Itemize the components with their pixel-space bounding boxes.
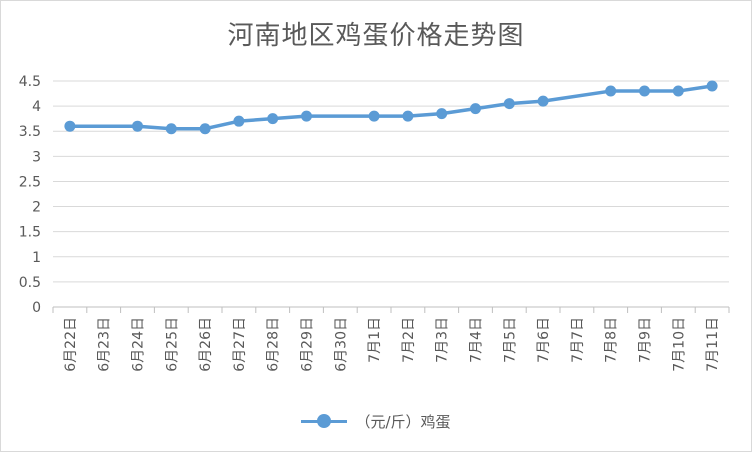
x-tick-label: 7月9日 bbox=[638, 317, 654, 363]
data-point bbox=[436, 108, 448, 120]
y-tick-label: 0 bbox=[32, 300, 41, 316]
y-tick-label: 1.5 bbox=[19, 225, 41, 241]
legend-label: （元/斤）鸡蛋 bbox=[355, 412, 451, 431]
x-tick-label: 6月30日 bbox=[333, 317, 349, 372]
data-point bbox=[470, 103, 481, 115]
y-tick-label: 3.5 bbox=[19, 124, 41, 140]
y-tick-label: 2.5 bbox=[19, 174, 41, 190]
data-point bbox=[267, 113, 279, 125]
y-tick-label: 3 bbox=[32, 149, 41, 165]
x-tick-label: 6月28日 bbox=[266, 317, 282, 372]
x-tick-label: 6月27日 bbox=[232, 317, 248, 372]
x-tick-label: 6月29日 bbox=[300, 317, 316, 372]
legend: （元/斤）鸡蛋 bbox=[1, 409, 751, 433]
data-point bbox=[199, 123, 211, 135]
x-tick-label: 7月1日 bbox=[367, 317, 383, 363]
data-point bbox=[301, 110, 312, 122]
x-tick-label: 7月10日 bbox=[671, 317, 687, 372]
x-tick-label: 6月24日 bbox=[131, 317, 147, 372]
legend-marker bbox=[317, 414, 332, 428]
x-tick-label: 6月25日 bbox=[164, 317, 180, 372]
data-point bbox=[605, 85, 617, 97]
y-tick-label: 4.5 bbox=[19, 74, 41, 90]
x-tick-label: 7月11日 bbox=[705, 317, 721, 372]
data-point bbox=[233, 115, 245, 127]
data-point bbox=[503, 98, 515, 110]
y-tick-label: 1 bbox=[32, 250, 41, 266]
x-tick-label: 6月26日 bbox=[198, 317, 214, 372]
data-point bbox=[706, 80, 718, 92]
x-tick-label: 6月22日 bbox=[63, 317, 79, 372]
x-tick-label: 7月4日 bbox=[469, 317, 485, 363]
data-point bbox=[64, 120, 76, 132]
x-tick-label: 7月3日 bbox=[435, 317, 451, 363]
data-point bbox=[537, 95, 549, 107]
data-point bbox=[132, 120, 143, 132]
legend-swatch bbox=[301, 414, 348, 428]
x-tick-label: 7月7日 bbox=[570, 317, 586, 363]
y-tick-label: 4 bbox=[32, 99, 41, 115]
data-point bbox=[165, 123, 177, 135]
x-tick-label: 6月23日 bbox=[97, 317, 113, 372]
data-point bbox=[672, 85, 684, 97]
x-tick-label: 7月8日 bbox=[604, 317, 620, 363]
x-tick-label: 7月2日 bbox=[401, 317, 417, 363]
y-tick-label: 2 bbox=[32, 200, 41, 216]
x-tick-label: 7月5日 bbox=[502, 317, 518, 363]
data-point bbox=[402, 110, 414, 122]
y-tick-label: 0.5 bbox=[19, 275, 41, 291]
chart-title: 河南地区鸡蛋价格走势图 bbox=[227, 21, 525, 51]
x-tick-label: 7月6日 bbox=[536, 317, 552, 363]
data-point bbox=[368, 110, 380, 122]
data-point bbox=[639, 85, 650, 97]
